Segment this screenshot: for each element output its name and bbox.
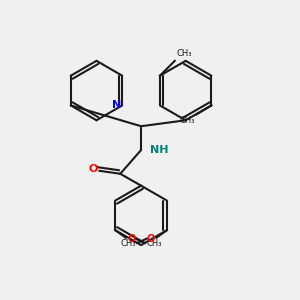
Text: O: O xyxy=(89,164,98,174)
Text: NH: NH xyxy=(150,145,169,155)
Text: CH₃: CH₃ xyxy=(147,239,162,248)
Text: CH₃: CH₃ xyxy=(176,50,192,58)
Text: N: N xyxy=(112,100,122,110)
Text: CH₃: CH₃ xyxy=(180,116,195,125)
Text: O: O xyxy=(146,234,154,244)
Text: CH₃: CH₃ xyxy=(120,239,136,248)
Text: O: O xyxy=(128,234,136,244)
